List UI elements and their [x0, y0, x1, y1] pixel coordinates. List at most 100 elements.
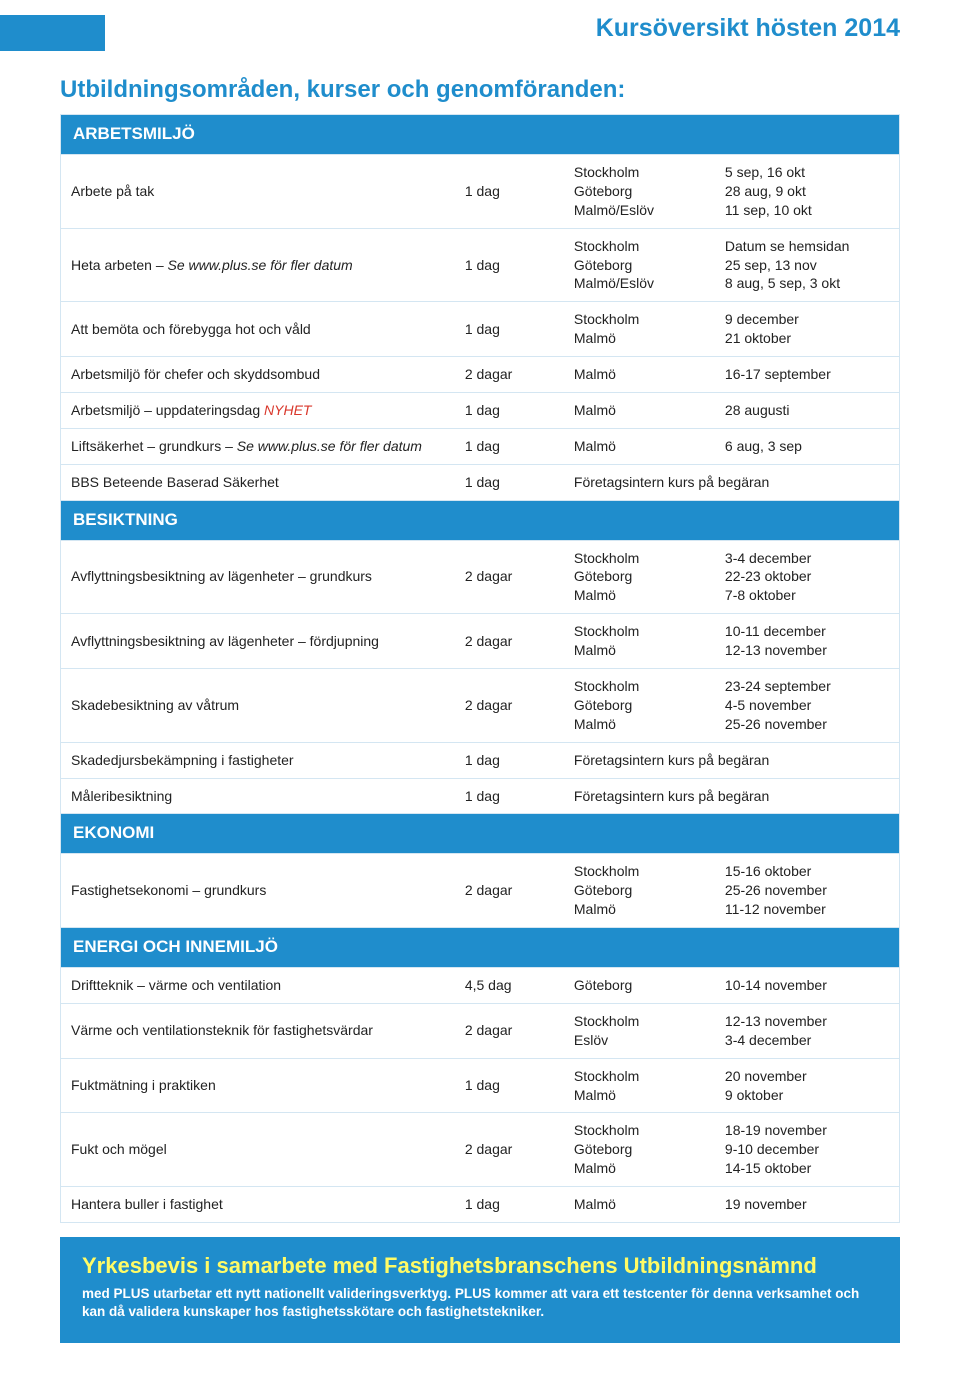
table-row: Skadedjursbekämpning i fastigheter 1 dagF…: [61, 742, 900, 778]
course-locations: StockholmEslöv: [564, 1003, 715, 1058]
section-header: ARBETSMILJÖ: [61, 115, 900, 155]
table-row: Heta arbeten – Se www.plus.se för fler d…: [61, 228, 900, 302]
course-duration: 1 dag: [455, 464, 564, 500]
table-row: Avflyttningsbesiktning av lägenheter – g…: [61, 540, 900, 614]
table-row: Arbetsmiljö för chefer och skyddsombud 2 …: [61, 357, 900, 393]
course-locations: Göteborg: [564, 968, 715, 1004]
course-duration: 1 dag: [455, 778, 564, 814]
course-locations: StockholmGöteborgMalmö: [564, 1113, 715, 1187]
course-dates: 16-17 september: [715, 357, 900, 393]
course-duration: 1 dag: [455, 302, 564, 357]
table-row: Fastighetsekonomi – grundkurs 2 dagarStoc…: [61, 854, 900, 928]
section-header: EKONOMI: [61, 814, 900, 854]
course-duration: 2 dagar: [455, 669, 564, 743]
course-note: Företagsintern kurs på begäran: [564, 778, 900, 814]
table-row: Arbete på tak 1 dagStockholmGöteborgMalmö…: [61, 154, 900, 228]
course-dates: 9 december21 oktober: [715, 302, 900, 357]
course-duration: 2 dagar: [455, 614, 564, 669]
course-name: Skadedjursbekämpning i fastigheter: [71, 752, 294, 768]
course-name: Hantera buller i fastighet: [71, 1196, 223, 1212]
footer-body: med PLUS utarbetar ett nytt nationellt v…: [82, 1285, 878, 1321]
course-name: Arbetsmiljö – uppdateringsdag: [71, 402, 264, 418]
course-name: Fastighetsekonomi – grundkurs: [71, 882, 266, 898]
course-name: Avflyttningsbesiktning av lägenheter – f…: [71, 633, 379, 649]
course-name: Driftteknik – värme och ventilation: [71, 977, 281, 993]
table-row: Att bemöta och förebygga hot och våld 1 d…: [61, 302, 900, 357]
footer-title: Yrkesbevis i samarbete med Fastighetsbra…: [82, 1253, 878, 1279]
course-locations: StockholmGöteborgMalmö/Eslöv: [564, 228, 715, 302]
course-locations: Malmö: [564, 1187, 715, 1223]
course-dates: 15-16 oktober25-26 november11-12 novembe…: [715, 854, 900, 928]
course-locations: Malmö: [564, 357, 715, 393]
table-row: Avflyttningsbesiktning av lägenheter – f…: [61, 614, 900, 669]
course-locations: StockholmGöteborgMalmö: [564, 669, 715, 743]
course-duration: 2 dagar: [455, 1003, 564, 1058]
course-dates: 3-4 december22-23 oktober7-8 oktober: [715, 540, 900, 614]
header: Kursöversikt hösten 2014: [0, 0, 960, 58]
course-duration: 1 dag: [455, 154, 564, 228]
course-name: Värme och ventilationsteknik för fastigh…: [71, 1022, 373, 1038]
course-name: Arbetsmiljö för chefer och skyddsombud: [71, 366, 320, 382]
course-name: Att bemöta och förebygga hot och våld: [71, 321, 311, 337]
course-dates: 18-19 november9-10 december14-15 oktober: [715, 1113, 900, 1187]
course-duration: 2 dagar: [455, 1113, 564, 1187]
course-name: Fuktmätning i praktiken: [71, 1077, 216, 1093]
course-name: Arbete på tak: [71, 183, 154, 199]
course-duration: 4,5 dag: [455, 968, 564, 1004]
course-locations: Malmö: [564, 428, 715, 464]
header-stripe: [0, 15, 105, 51]
section-header: ENERGI OCH INNEMILJÖ: [61, 928, 900, 968]
course-duration: 1 dag: [455, 428, 564, 464]
table-row: Måleribesiktning 1 dagFöretagsintern kurs…: [61, 778, 900, 814]
table-row: Skadebesiktning av våtrum 2 dagarStockhol…: [61, 669, 900, 743]
course-duration: 2 dagar: [455, 854, 564, 928]
course-dates: 23-24 september4-5 november25-26 novembe…: [715, 669, 900, 743]
course-duration: 2 dagar: [455, 357, 564, 393]
page-heading: Utbildningsområden, kurser och genomföra…: [60, 76, 900, 104]
course-dates: 20 november9 oktober: [715, 1058, 900, 1113]
table-row: Driftteknik – värme och ventilation 4,5 d…: [61, 968, 900, 1004]
course-dates: 12-13 november3-4 december: [715, 1003, 900, 1058]
table-row: Hantera buller i fastighet 1 dagMalmö19 n…: [61, 1187, 900, 1223]
course-locations: StockholmGöteborgMalmö: [564, 854, 715, 928]
course-dates: 10-14 november: [715, 968, 900, 1004]
course-name: Skadebesiktning av våtrum: [71, 697, 239, 713]
course-locations: Malmö: [564, 392, 715, 428]
course-name: Fukt och mögel: [71, 1141, 167, 1157]
course-duration: 1 dag: [455, 1187, 564, 1223]
course-locations: StockholmGöteborgMalmö: [564, 540, 715, 614]
course-dates: 5 sep, 16 okt28 aug, 9 okt11 sep, 10 okt: [715, 154, 900, 228]
course-locations: StockholmMalmö: [564, 614, 715, 669]
course-name: Måleribesiktning: [71, 788, 172, 804]
course-name: BBS Beteende Baserad Säkerhet: [71, 474, 279, 490]
table-row: BBS Beteende Baserad Säkerhet 1 dagFöreta…: [61, 464, 900, 500]
course-duration: 1 dag: [455, 1058, 564, 1113]
course-note: Företagsintern kurs på begäran: [564, 742, 900, 778]
course-duration: 1 dag: [455, 392, 564, 428]
course-dates: 19 november: [715, 1187, 900, 1223]
course-name: Heta arbeten –: [71, 257, 168, 273]
course-dates: 28 augusti: [715, 392, 900, 428]
course-duration: 1 dag: [455, 228, 564, 302]
course-duration: 2 dagar: [455, 540, 564, 614]
course-name: Avflyttningsbesiktning av lägenheter – g…: [71, 568, 372, 584]
table-row: Fuktmätning i praktiken1 dagStockholmMal…: [61, 1058, 900, 1113]
section-header: BESIKTNING: [61, 500, 900, 540]
footer-band: Yrkesbevis i samarbete med Fastighetsbra…: [60, 1237, 900, 1343]
course-dates: 6 aug, 3 sep: [715, 428, 900, 464]
course-name-suffix: Se www.plus.se för fler datum: [237, 438, 422, 454]
table-row: Arbetsmiljö – uppdateringsdag NYHET 1 dag…: [61, 392, 900, 428]
course-locations: StockholmMalmö: [564, 302, 715, 357]
course-duration: 1 dag: [455, 742, 564, 778]
table-row: Fukt och mögel 2 dagarStockholmGöteborgMa…: [61, 1113, 900, 1187]
page-title: Kursöversikt hösten 2014: [596, 14, 900, 43]
table-row: Värme och ventilationsteknik för fastigh…: [61, 1003, 900, 1058]
course-note: Företagsintern kurs på begäran: [564, 464, 900, 500]
course-locations: StockholmGöteborgMalmö/Eslöv: [564, 154, 715, 228]
course-name: Liftsäkerhet – grundkurs –: [71, 438, 237, 454]
nyhet-badge: NYHET: [264, 402, 311, 418]
course-dates: Datum se hemsidan25 sep, 13 nov8 aug, 5 …: [715, 228, 900, 302]
course-name-suffix: Se www.plus.se för fler datum: [168, 257, 353, 273]
course-dates: 10-11 december12-13 november: [715, 614, 900, 669]
table-row: Liftsäkerhet – grundkurs – Se www.plus.s…: [61, 428, 900, 464]
